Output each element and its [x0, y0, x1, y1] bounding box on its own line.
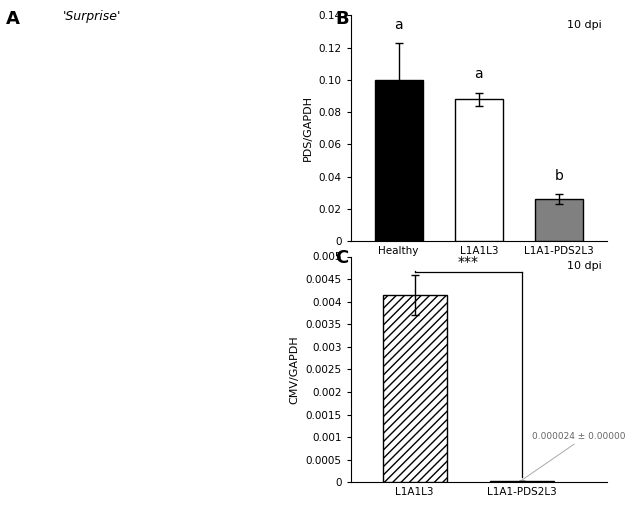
Y-axis label: CMV/GAPDH: CMV/GAPDH	[290, 335, 300, 404]
Y-axis label: PDS/GAPDH: PDS/GAPDH	[303, 95, 313, 161]
Text: 10 dpi: 10 dpi	[567, 20, 602, 30]
Bar	[535, 199, 583, 241]
Text: ***: ***	[458, 254, 479, 269]
Text: a: a	[475, 68, 483, 82]
Text: 'Surprise': 'Surprise'	[63, 10, 121, 23]
Bar	[382, 295, 447, 482]
Bar	[455, 99, 503, 241]
Text: a: a	[394, 17, 403, 31]
Bar	[490, 481, 554, 482]
Text: A: A	[6, 10, 20, 28]
Text: 10 dpi: 10 dpi	[567, 261, 602, 271]
Text: C: C	[335, 249, 348, 267]
Text: B: B	[335, 10, 349, 28]
Text: 0.000024 ± 0.0000047: 0.000024 ± 0.0000047	[521, 432, 626, 480]
Text: b: b	[555, 169, 563, 183]
Bar	[374, 80, 423, 241]
